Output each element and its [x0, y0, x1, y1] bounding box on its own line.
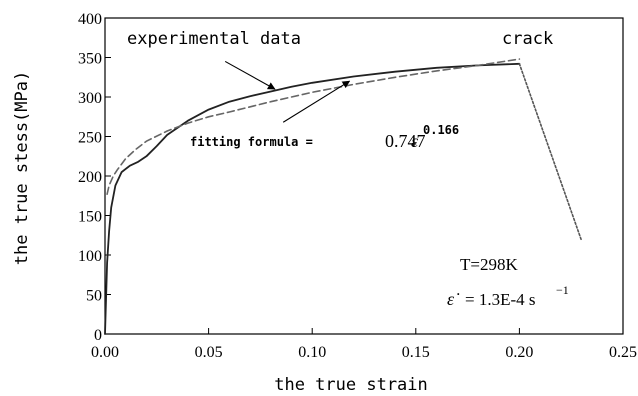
x-tick-label: 0.10: [298, 344, 326, 361]
crack-line: [518, 62, 583, 242]
fitting-formula-epsilon: ε: [411, 131, 419, 151]
x-axis-label: the true strain: [274, 375, 428, 395]
annotation-arrows: [224, 60, 351, 123]
y-tick-label: 150: [78, 209, 102, 226]
x-tick-label: 0.05: [195, 344, 223, 361]
y-tick-label: 400: [78, 11, 102, 28]
label-temperature: T=298K: [460, 255, 518, 274]
strain-rate-exponent: −1: [556, 283, 569, 297]
label-experimental-data: experimental data: [127, 29, 301, 49]
experimental-data-arrow: [224, 60, 276, 90]
fitting-formula-line: [106, 58, 521, 195]
fitting-formula-coefficient: 0.747: [385, 131, 426, 151]
y-tick-label: 50: [86, 288, 102, 305]
plot-frame: [104, 17, 624, 335]
y-tick-label: 350: [78, 51, 102, 68]
data-series: [104, 58, 583, 335]
x-tick-label: 0.00: [91, 344, 119, 361]
y-tick-label: 300: [78, 90, 102, 107]
strain-rate-value: = 1.3E-4 s: [465, 290, 536, 309]
y-axis-label: the true stess(MPa): [12, 71, 32, 265]
y-tick-label: 250: [78, 130, 102, 147]
fitting-formula-arrow: [282, 80, 351, 123]
strain-rate-label: ε̇ = 1.3E-4 s −1: [447, 283, 569, 309]
experimental-data-line: [104, 62, 521, 335]
x-tick-label: 0.25: [609, 344, 637, 361]
x-tick-label: 0.15: [402, 344, 430, 361]
y-tick-label: 0: [94, 327, 102, 344]
fitting-formula-label: fitting formula = 0.747 ε 0.166: [190, 123, 459, 151]
x-tick-label: 0.20: [505, 344, 533, 361]
label-crack: crack: [502, 29, 553, 49]
y-tick-label: 200: [78, 169, 102, 186]
axis-ticks: 0 50 100 150 200 250 300 350 400 0.00 0.05 0.10 0.15…: [78, 11, 637, 361]
strain-rate-symbol: ε̇: [447, 289, 460, 309]
fitting-formula-prefix: fitting formula =: [190, 135, 313, 149]
y-tick-label: 100: [78, 248, 102, 265]
fitting-formula-exponent: 0.166: [423, 123, 459, 137]
